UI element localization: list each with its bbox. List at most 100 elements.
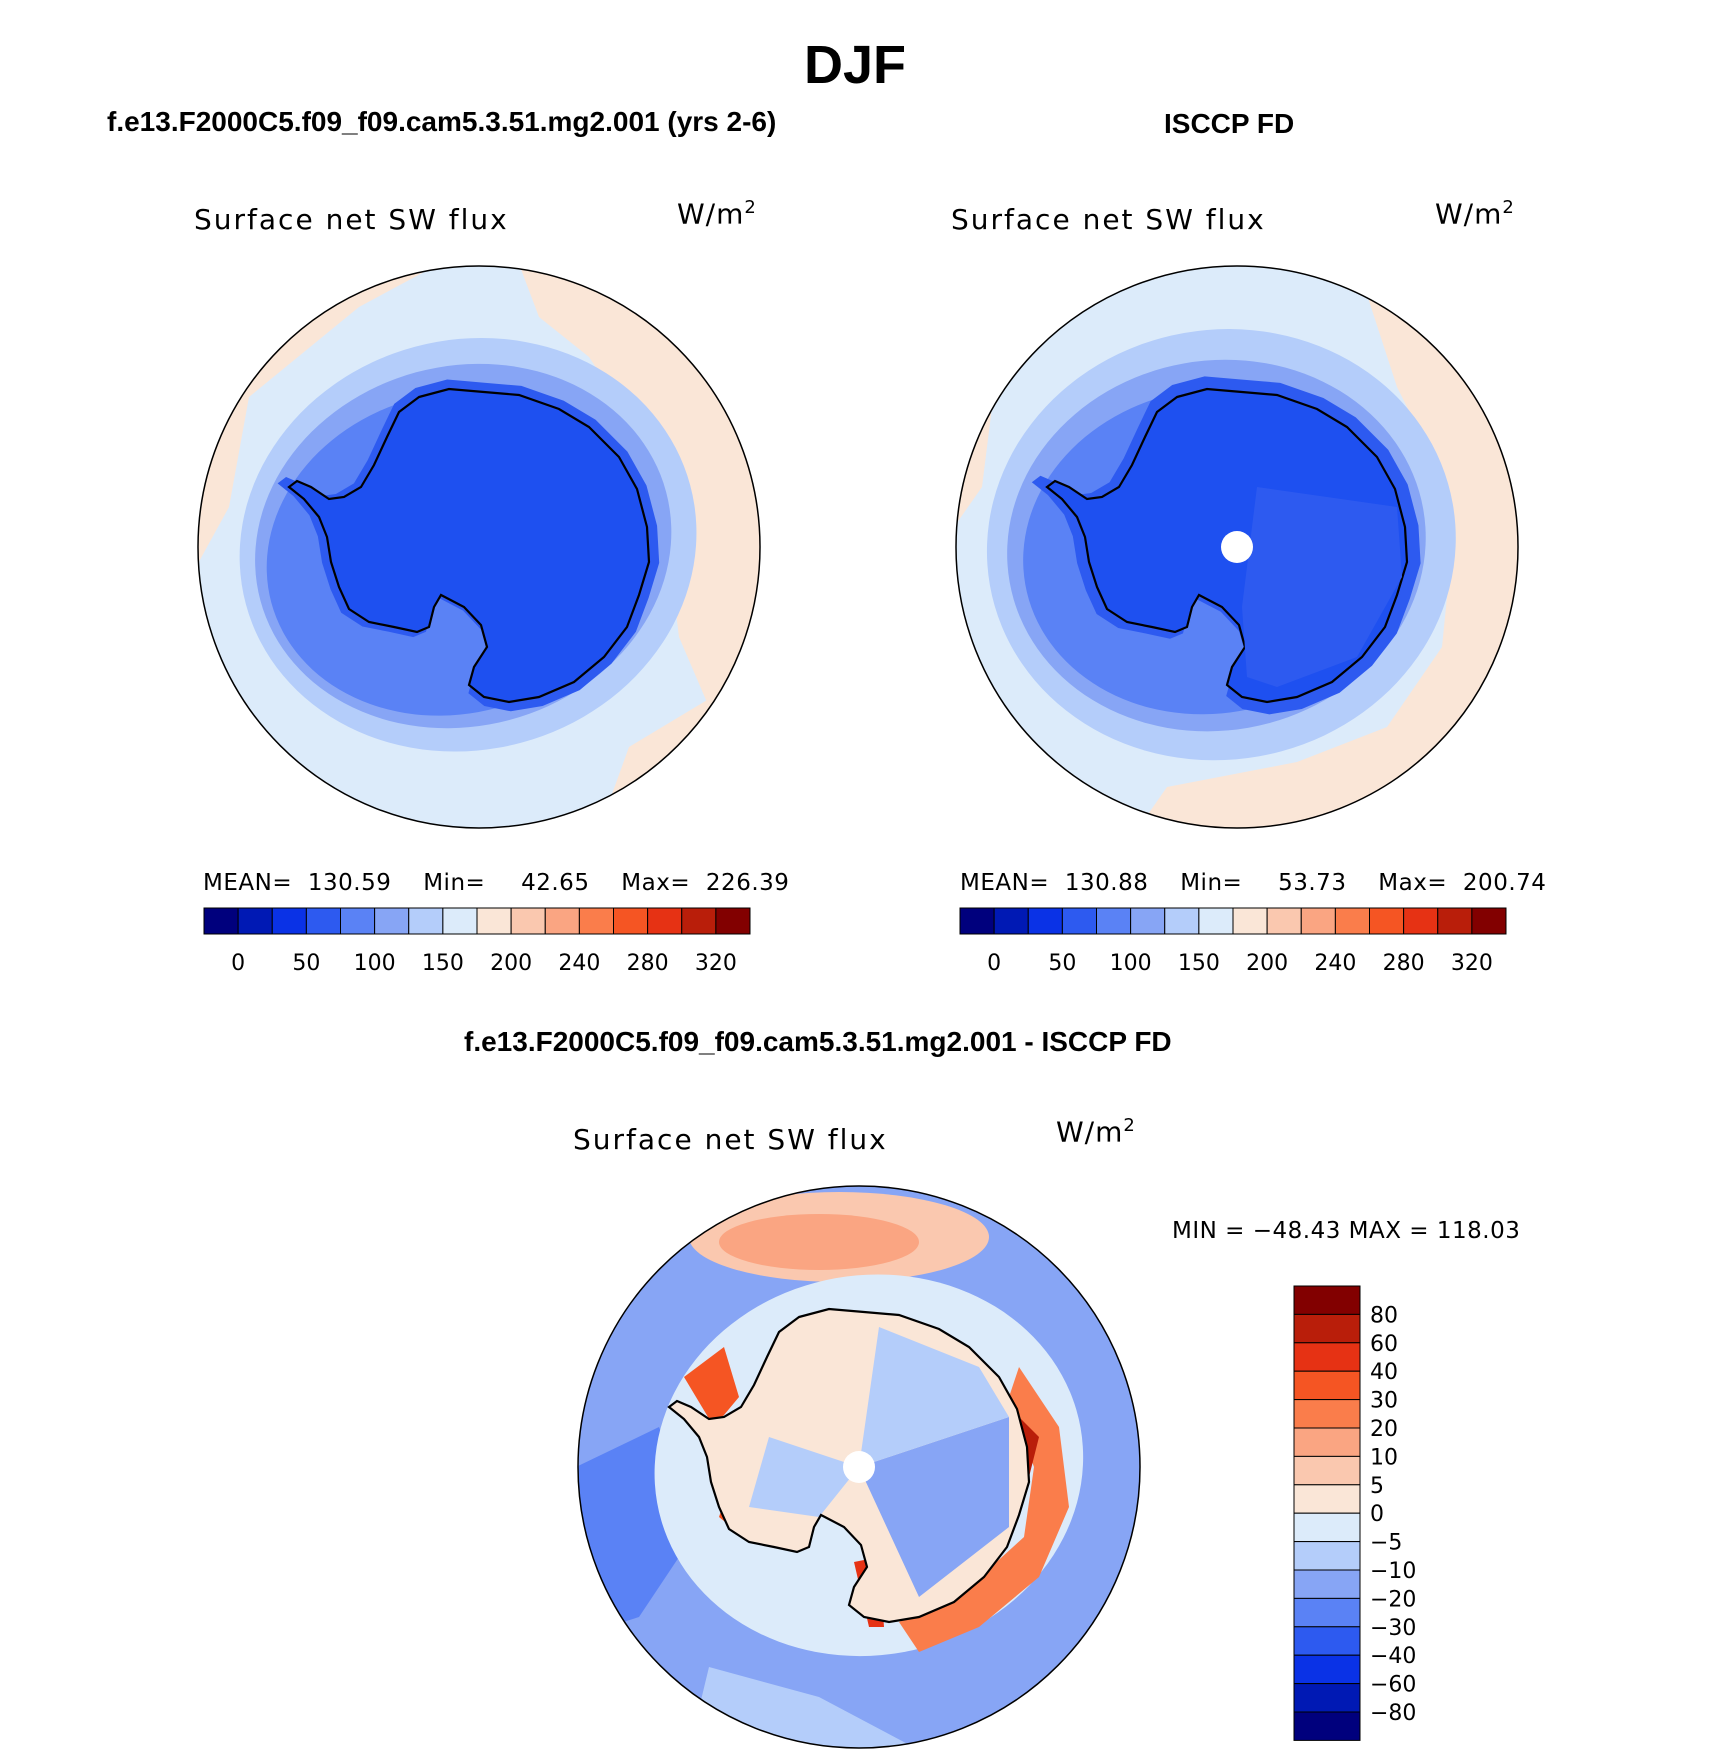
difference-colorbar-swatch (1293, 1626, 1361, 1656)
model-colorbar-swatch (271, 907, 307, 935)
flux-contour (1242, 487, 1402, 687)
model-max-value: 226.39 (705, 870, 790, 896)
difference-colorbar-swatch (1293, 1569, 1361, 1599)
diff-variable-label: Surface net SW flux (573, 1123, 888, 1156)
obs-max-label: Max= (1378, 870, 1448, 896)
difference-colorbar-swatch (1293, 1342, 1361, 1372)
obs-colorbar-swatch (1300, 907, 1336, 935)
difference-colorbar-swatch (1293, 1427, 1361, 1457)
difference-colorbar-tick-label: 60 (1370, 1332, 1398, 1357)
negative-anomaly (749, 1437, 859, 1517)
model-mean-value: 130.59 (307, 870, 392, 896)
difference-colorbar-tick-label: −60 (1370, 1673, 1416, 1698)
obs-title: ISCCP FD (1164, 108, 1295, 139)
obs-mean-label: MEAN= (960, 870, 1050, 896)
difference-colorbar-tick-label: −10 (1370, 1559, 1416, 1584)
model-min-label: Min= (423, 870, 486, 896)
model-colorbar-swatch (203, 907, 239, 935)
difference-colorbar-swatch (1293, 1455, 1361, 1486)
obs-min-label: Min= (1180, 870, 1243, 896)
model-colorbar-swatch (613, 907, 649, 935)
obs-colorbar-swatch (1232, 907, 1268, 935)
pole-hole (843, 1451, 875, 1483)
model-stats: MEAN= 130.59 Min= 42.65 Max= 226.39 (203, 870, 789, 896)
difference-colorbar-tick-label: 80 (1370, 1303, 1398, 1328)
obs-colorbar-swatch (1096, 907, 1132, 935)
model-colorbar-swatch (510, 907, 546, 935)
model-colorbar-swatch (374, 907, 410, 935)
positive-anomaly (684, 1347, 739, 1427)
obs-polar-map (955, 265, 1519, 829)
obs-colorbar-tick-label: 150 (1178, 951, 1220, 976)
difference-colorbar-tick-label: −80 (1370, 1701, 1416, 1726)
difference-colorbar-swatch (1293, 1654, 1361, 1685)
model-colorbar-tick-label: 280 (627, 951, 669, 976)
model-colorbar-tick-label: 150 (422, 951, 464, 976)
positive-anomaly (719, 1214, 919, 1270)
model-colorbar-swatch (681, 907, 717, 935)
difference-colorbar-swatch (1293, 1683, 1361, 1713)
obs-stats: MEAN= 130.88 Min= 53.73 Max= 200.74 (960, 870, 1546, 896)
model-case-title: f.e13.F2000C5.f09_f09.cam5.3.51.mg2.001 … (107, 106, 777, 137)
model-colorbar-swatch (408, 907, 444, 935)
difference-colorbar-tick-label: −20 (1370, 1587, 1416, 1612)
obs-units: W/m2 (1435, 197, 1515, 231)
warm-anomaly-region (1137, 266, 1518, 828)
obs-colorbar-swatch (1027, 907, 1063, 935)
model-colorbar-tick-label: 320 (695, 951, 737, 976)
difference-polar-map (577, 1185, 1141, 1749)
obs-max-value: 200.74 (1462, 870, 1547, 896)
difference-colorbar-swatch (1293, 1541, 1361, 1571)
model-polar-map (197, 265, 761, 829)
obs-colorbar-tick-label: 100 (1110, 951, 1152, 976)
obs-colorbar-tick-label: 0 (987, 951, 1001, 976)
diff-minmax: MIN = −48.43 MAX = 118.03 (1172, 1218, 1521, 1244)
obs-colorbar-tick-label: 200 (1246, 951, 1288, 976)
diff-units: W/m2 (1056, 1115, 1136, 1149)
difference-colorbar-tick-label: 30 (1370, 1389, 1398, 1414)
model-variable-label: Surface net SW flux (194, 203, 509, 236)
model-min-value: 42.65 (521, 870, 590, 896)
obs-colorbar: 0 50 100 150 200 240 280 320 (959, 907, 1507, 976)
model-colorbar-swatch (476, 907, 512, 935)
difference-colorbar-swatch (1293, 1484, 1361, 1514)
map-boundary (577, 1185, 1141, 1749)
difference-colorbar-swatch (1293, 1399, 1361, 1429)
model-colorbar-swatch (715, 907, 751, 935)
model-colorbar-tick-label: 0 (231, 951, 245, 976)
obs-colorbar-swatch (1403, 907, 1439, 935)
obs-colorbar-swatch (1369, 907, 1405, 935)
model-colorbar-swatch (340, 907, 376, 935)
difference-colorbar-swatch (1293, 1285, 1361, 1315)
difference-colorbar-tick-label: 40 (1370, 1360, 1398, 1385)
model-colorbar-tick-label: 200 (490, 951, 532, 976)
model-colorbar-swatch (578, 907, 614, 935)
obs-variable-label: Surface net SW flux (951, 203, 1266, 236)
difference-colorbar-swatch (1293, 1370, 1361, 1401)
model-colorbar: 0 50 100 150 200 240 280 320 (203, 907, 751, 976)
model-colorbar-tick-label: 50 (292, 951, 320, 976)
model-max-label: Max= (621, 870, 691, 896)
model-colorbar-swatch (544, 907, 580, 935)
model-units: W/m2 (677, 197, 757, 231)
model-mean-label: MEAN= (203, 870, 293, 896)
obs-mean-value: 130.88 (1064, 870, 1149, 896)
pole-hole (1221, 531, 1253, 563)
obs-colorbar-swatch (993, 907, 1029, 935)
obs-colorbar-swatch (1164, 907, 1200, 935)
model-colorbar-swatch (647, 907, 683, 935)
negative-anomaly (859, 1417, 1009, 1597)
map-boundary (955, 265, 1519, 829)
obs-colorbar-swatch (1471, 907, 1507, 935)
obs-colorbar-swatch (1130, 907, 1166, 935)
obs-colorbar-swatch (959, 907, 995, 935)
difference-colorbar-swatch (1293, 1597, 1361, 1628)
model-colorbar-swatch (237, 907, 273, 935)
model-colorbar-swatch (305, 907, 341, 935)
negative-anomaly (859, 1327, 1009, 1467)
model-colorbar-swatch (442, 907, 478, 935)
difference-colorbar: 80 60 40 30 20 10 5 0 −5 −10 −20 −30 −40 −60 −80 (1293, 1285, 1416, 1741)
difference-colorbar-tick-label: 0 (1370, 1502, 1384, 1527)
difference-colorbar-swatch (1293, 1711, 1361, 1741)
obs-colorbar-tick-label: 50 (1048, 951, 1076, 976)
